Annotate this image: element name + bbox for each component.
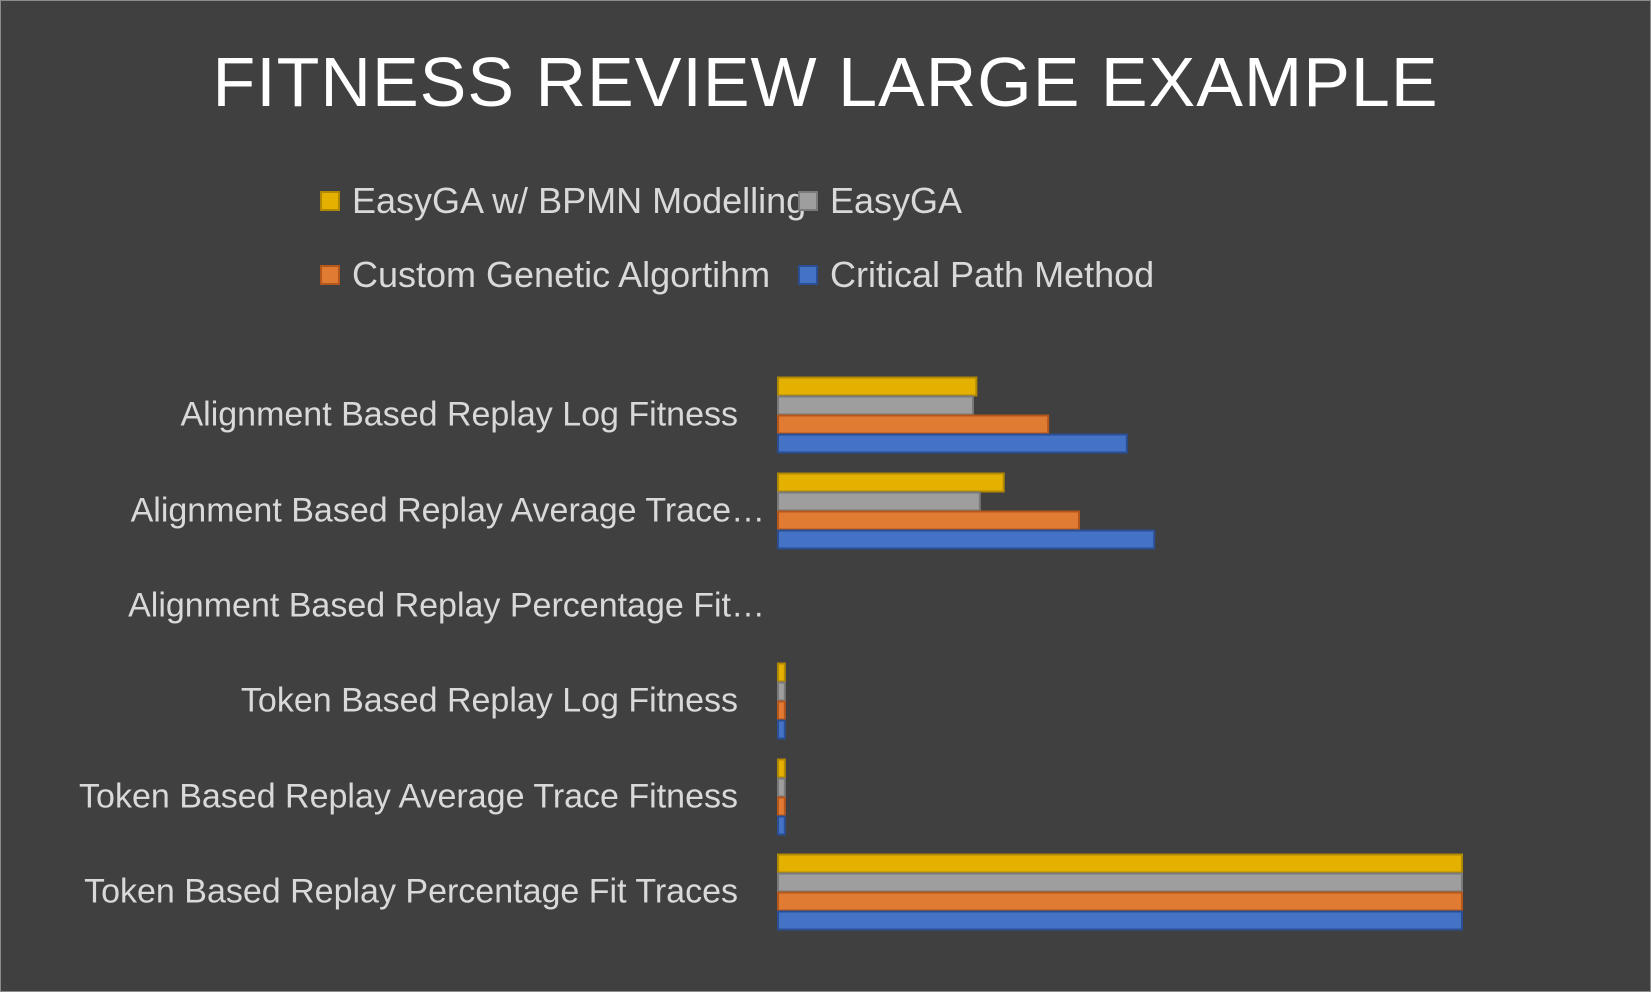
bar[interactable] xyxy=(777,891,1463,912)
bar[interactable] xyxy=(777,910,1463,931)
bar[interactable] xyxy=(777,719,786,740)
bar[interactable] xyxy=(777,700,786,721)
legend-label: Critical Path Method xyxy=(830,254,1155,295)
y-tick-label: Token Based Replay Log Fitness xyxy=(240,681,738,720)
bar[interactable] xyxy=(777,777,786,798)
bar[interactable] xyxy=(777,681,786,702)
y-tick-label: Alignment Based Replay Average Trace… xyxy=(130,491,765,530)
y-tick-label: Token Based Replay Average Trace Fitness xyxy=(79,777,738,816)
bar[interactable] xyxy=(777,853,1463,874)
legend-entry-critical-path[interactable]: Critical Path Method xyxy=(798,254,1154,296)
legend-entry-custom-ga[interactable]: Custom Genetic Algortihm xyxy=(320,254,770,296)
chart-title: FITNESS REVIEW LARGE EXAMPLE xyxy=(212,43,1439,121)
legend-swatch xyxy=(320,191,340,211)
bar[interactable] xyxy=(777,815,786,836)
legend-label: Custom Genetic Algortihm xyxy=(352,254,771,295)
legend-swatch xyxy=(798,265,818,285)
legend: EasyGA w/ BPMN Modelling EasyGA Custom G… xyxy=(320,180,1260,320)
bar[interactable] xyxy=(777,510,1080,531)
bar[interactable] xyxy=(777,872,1463,893)
bar[interactable] xyxy=(777,395,974,416)
legend-swatch xyxy=(798,191,818,211)
legend-swatch xyxy=(320,265,340,285)
y-tick-label: Alignment Based Replay Log Fitness xyxy=(180,395,738,434)
bar[interactable] xyxy=(777,529,1156,550)
legend-label: EasyGA xyxy=(830,180,963,221)
legend-entry-easyga-bpmn[interactable]: EasyGA w/ BPMN Modelling xyxy=(320,180,806,222)
bar[interactable] xyxy=(777,491,981,512)
bar[interactable] xyxy=(777,433,1128,454)
bar[interactable] xyxy=(777,472,1005,493)
bar[interactable] xyxy=(777,796,786,817)
y-axis-labels: Alignment Based Replay Log Fitness Alignm… xyxy=(0,0,765,992)
bar[interactable] xyxy=(777,662,786,683)
y-tick-label: Token Based Replay Percentage Fit Traces xyxy=(84,872,738,911)
y-tick-label: Alignment Based Replay Percentage Fit… xyxy=(128,586,765,625)
legend-entry-easyga[interactable]: EasyGA xyxy=(798,180,962,222)
legend-label: EasyGA w/ BPMN Modelling xyxy=(352,180,807,221)
bar[interactable] xyxy=(777,414,1050,435)
bar[interactable] xyxy=(777,376,978,397)
bar[interactable] xyxy=(777,758,786,779)
